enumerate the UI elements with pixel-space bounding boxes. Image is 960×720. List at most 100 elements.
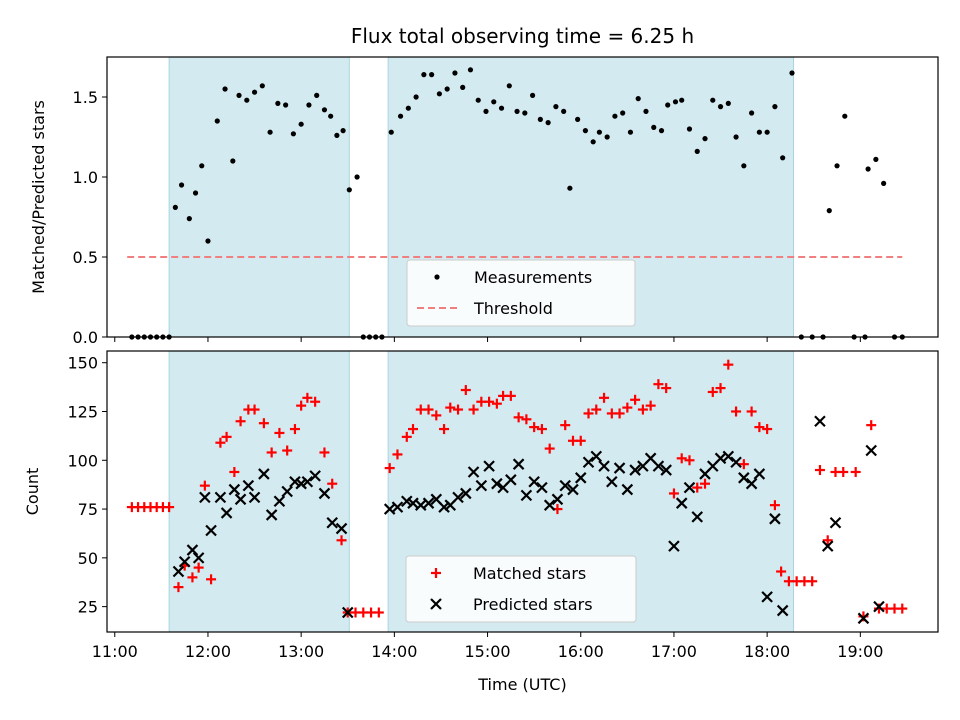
matched-stars-point: [199, 480, 210, 491]
matched-stars-point: [282, 445, 293, 456]
measurement-point: [514, 108, 520, 114]
y-tick-label: 0.0: [73, 328, 98, 347]
y-tick-label: 0.5: [73, 248, 98, 267]
matched-stars-point: [560, 420, 571, 431]
measurement-point: [186, 216, 192, 222]
measurement-point: [475, 97, 481, 103]
predicted-stars-point: [214, 491, 227, 504]
legend-label-matched-stars: Matched stars: [473, 564, 586, 583]
measurement-point: [529, 92, 536, 98]
measurement-point: [460, 84, 466, 90]
measurement-point: [429, 72, 435, 78]
matched-stars-point: [173, 582, 184, 593]
measurement-point: [314, 92, 320, 98]
matched-stars-point: [373, 607, 384, 618]
predicted-stars-point: [738, 472, 750, 484]
y-tick-label: 50: [78, 549, 98, 568]
predicted-stars-point: [730, 456, 742, 469]
measurement-point: [321, 107, 328, 113]
measurement-point: [756, 129, 762, 135]
predicted-stars-point: [391, 501, 404, 513]
predicted-stars-point: [574, 472, 587, 484]
measurement-point: [582, 128, 589, 134]
predicted-stars-point: [452, 491, 464, 504]
predicted-stars-point: [265, 509, 278, 521]
measurement-point: [679, 97, 685, 103]
matched-stars-point: [206, 574, 217, 585]
chart-title: Flux total observing time = 6.25 h: [351, 24, 694, 48]
predicted-stars-point: [199, 491, 211, 504]
predicted-stars-point: [220, 507, 233, 519]
x-tick-label: 18:00: [744, 642, 790, 661]
predicted-stars-point: [536, 481, 548, 494]
predicted-stars-point: [248, 491, 261, 504]
matched-stars-point: [599, 392, 610, 403]
y-tick-label: 125: [67, 402, 98, 421]
measurement-point: [710, 97, 716, 103]
measurement-point: [620, 110, 626, 116]
matched-stars-point: [850, 466, 861, 477]
y-tick-label: 1.0: [73, 168, 98, 187]
measurement-point: [772, 104, 778, 110]
measurement-point: [537, 116, 543, 122]
measurement-point: [590, 139, 596, 145]
predicted-stars-point: [829, 516, 842, 529]
measurement-point: [596, 129, 602, 135]
predicted-stars-point: [273, 495, 286, 508]
measurement-point: [717, 104, 724, 110]
matched-stars-point: [392, 449, 403, 460]
measurement-point: [306, 102, 312, 108]
matched-stars-point: [653, 379, 664, 390]
matched-stars-point: [715, 383, 726, 394]
y-tick-label: 150: [67, 354, 98, 373]
matched-stars-point: [484, 396, 495, 407]
predicted-stars-point: [668, 540, 680, 552]
matched-stars-point: [897, 603, 908, 614]
legend-label-predicted-stars: Predicted stars: [473, 595, 593, 614]
predicted-stars-point: [475, 479, 488, 492]
predicted-stars-point: [341, 606, 354, 619]
legend-label-threshold: Threshold: [473, 299, 553, 318]
measurement-point: [467, 67, 474, 73]
measurement-point: [275, 100, 281, 106]
predicted-stars-point: [520, 489, 533, 502]
predicted-stars-point: [512, 458, 525, 470]
matched-stars-point: [423, 404, 434, 415]
measurement-point: [214, 118, 220, 124]
matched-stars-point: [544, 443, 555, 454]
matched-stars-point: [310, 396, 321, 407]
matched-stars-point: [630, 394, 641, 405]
measurement-point: [334, 132, 340, 138]
measurement-point: [575, 116, 581, 122]
measurement-point: [733, 134, 739, 140]
legend-box: [406, 259, 636, 327]
measurement-point: [545, 120, 551, 126]
measurement-point: [354, 174, 360, 180]
matched-stars-point: [575, 435, 586, 446]
matched-stars-point: [468, 404, 479, 415]
matched-stars-point: [215, 437, 226, 448]
predicted-stars-point: [551, 493, 564, 506]
top-panel: 0.0 0.5 1.0 1.5 Flux total observing time =…: [29, 24, 939, 347]
matched-stars-point: [614, 408, 625, 419]
predicted-stars-point: [814, 415, 826, 428]
bottom-panel: 25 50 75 100 125 150 11:00 12:00 13:00 14:00 15:0…: [23, 350, 939, 694]
matched-stars-point: [505, 390, 516, 401]
predicted-stars-point: [460, 487, 472, 500]
predicted-stars-point: [873, 600, 885, 613]
matched-stars-point: [221, 431, 232, 442]
matched-stars-point: [692, 482, 703, 493]
measurement-point: [561, 108, 567, 114]
measurement-point: [834, 163, 840, 169]
predicted-stars-point: [258, 468, 270, 480]
matched-stars-point: [754, 422, 765, 433]
matched-stars-point: [235, 416, 246, 427]
predicted-stars-point: [505, 474, 517, 486]
matched-stars-point: [622, 402, 633, 413]
matched-stars-point: [453, 404, 464, 415]
y-tick-label: 100: [67, 451, 98, 470]
predicted-stars-point: [865, 444, 877, 457]
predicted-stars-point: [652, 460, 665, 472]
measurement-point: [283, 102, 289, 108]
matched-stars-point: [266, 447, 277, 458]
